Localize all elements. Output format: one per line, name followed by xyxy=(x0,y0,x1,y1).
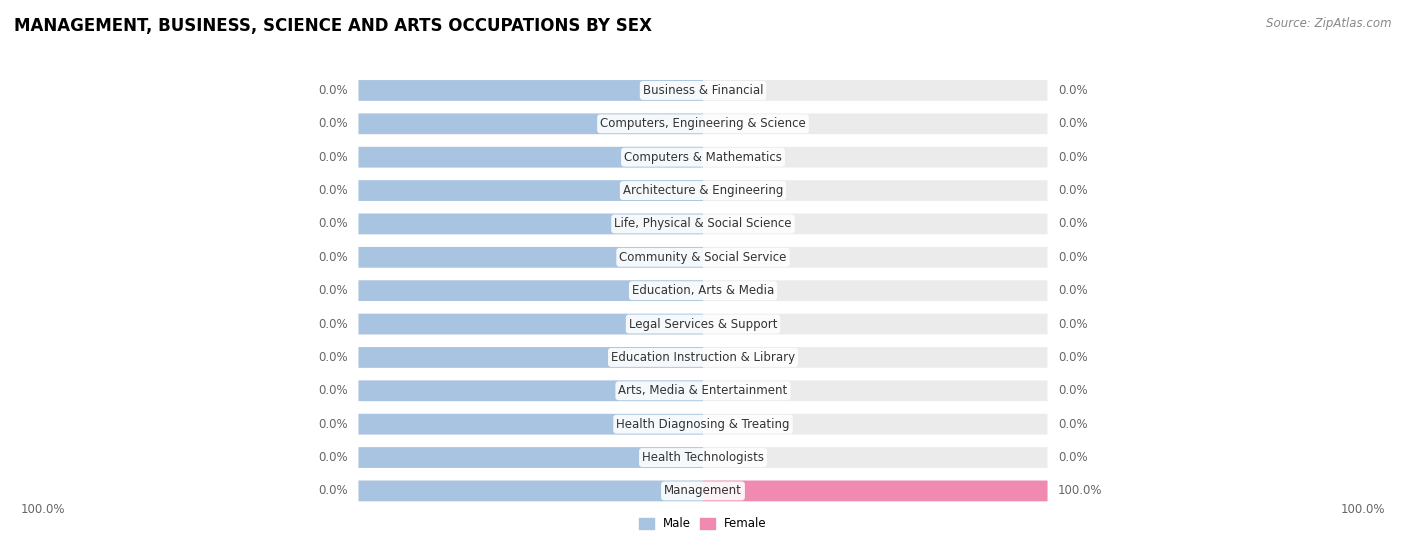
FancyBboxPatch shape xyxy=(359,214,1047,234)
FancyBboxPatch shape xyxy=(359,381,1047,401)
Text: 0.0%: 0.0% xyxy=(1057,418,1087,430)
Text: 0.0%: 0.0% xyxy=(319,384,349,397)
Text: 0.0%: 0.0% xyxy=(319,418,349,430)
FancyBboxPatch shape xyxy=(359,80,1047,101)
FancyBboxPatch shape xyxy=(359,280,703,301)
Text: Management: Management xyxy=(664,485,742,498)
Legend: Male, Female: Male, Female xyxy=(634,513,772,535)
Text: 0.0%: 0.0% xyxy=(1057,384,1087,397)
Text: Computers & Mathematics: Computers & Mathematics xyxy=(624,151,782,164)
Text: 0.0%: 0.0% xyxy=(319,217,349,230)
FancyBboxPatch shape xyxy=(359,347,1047,368)
Text: 0.0%: 0.0% xyxy=(1057,318,1087,330)
FancyBboxPatch shape xyxy=(359,147,703,168)
FancyBboxPatch shape xyxy=(359,180,703,201)
Text: 0.0%: 0.0% xyxy=(319,84,349,97)
FancyBboxPatch shape xyxy=(359,447,1047,468)
FancyBboxPatch shape xyxy=(359,214,703,234)
Text: Health Technologists: Health Technologists xyxy=(643,451,763,464)
Text: Business & Financial: Business & Financial xyxy=(643,84,763,97)
FancyBboxPatch shape xyxy=(359,147,1047,168)
FancyBboxPatch shape xyxy=(359,447,703,468)
FancyBboxPatch shape xyxy=(359,113,703,134)
Text: 0.0%: 0.0% xyxy=(1057,451,1087,464)
Text: 0.0%: 0.0% xyxy=(1057,351,1087,364)
FancyBboxPatch shape xyxy=(359,180,1047,201)
Text: 0.0%: 0.0% xyxy=(319,318,349,330)
FancyBboxPatch shape xyxy=(359,247,1047,268)
Text: Community & Social Service: Community & Social Service xyxy=(619,251,787,264)
Text: 0.0%: 0.0% xyxy=(319,251,349,264)
FancyBboxPatch shape xyxy=(359,80,703,101)
FancyBboxPatch shape xyxy=(359,414,1047,434)
FancyBboxPatch shape xyxy=(359,347,703,368)
Text: 0.0%: 0.0% xyxy=(1057,184,1087,197)
FancyBboxPatch shape xyxy=(703,481,1047,501)
Text: 0.0%: 0.0% xyxy=(319,351,349,364)
FancyBboxPatch shape xyxy=(359,113,1047,134)
FancyBboxPatch shape xyxy=(359,481,703,501)
Text: 0.0%: 0.0% xyxy=(319,184,349,197)
Text: Computers, Engineering & Science: Computers, Engineering & Science xyxy=(600,117,806,130)
Text: 0.0%: 0.0% xyxy=(319,117,349,130)
FancyBboxPatch shape xyxy=(359,381,703,401)
Text: 0.0%: 0.0% xyxy=(319,451,349,464)
Text: 0.0%: 0.0% xyxy=(1057,284,1087,297)
Text: 100.0%: 100.0% xyxy=(1057,485,1102,498)
FancyBboxPatch shape xyxy=(359,247,703,268)
Text: 0.0%: 0.0% xyxy=(1057,151,1087,164)
FancyBboxPatch shape xyxy=(359,414,703,434)
Text: Source: ZipAtlas.com: Source: ZipAtlas.com xyxy=(1267,17,1392,30)
Text: Education, Arts & Media: Education, Arts & Media xyxy=(631,284,775,297)
Text: Legal Services & Support: Legal Services & Support xyxy=(628,318,778,330)
Text: 0.0%: 0.0% xyxy=(319,485,349,498)
Text: Education Instruction & Library: Education Instruction & Library xyxy=(612,351,794,364)
Text: Life, Physical & Social Science: Life, Physical & Social Science xyxy=(614,217,792,230)
FancyBboxPatch shape xyxy=(359,280,1047,301)
Text: Health Diagnosing & Treating: Health Diagnosing & Treating xyxy=(616,418,790,430)
Text: Architecture & Engineering: Architecture & Engineering xyxy=(623,184,783,197)
Text: 0.0%: 0.0% xyxy=(319,284,349,297)
Text: 0.0%: 0.0% xyxy=(1057,84,1087,97)
FancyBboxPatch shape xyxy=(359,314,703,334)
Text: 0.0%: 0.0% xyxy=(319,151,349,164)
FancyBboxPatch shape xyxy=(359,481,1047,501)
Text: 100.0%: 100.0% xyxy=(21,503,66,516)
Text: 0.0%: 0.0% xyxy=(1057,251,1087,264)
Text: Arts, Media & Entertainment: Arts, Media & Entertainment xyxy=(619,384,787,397)
Text: 0.0%: 0.0% xyxy=(1057,117,1087,130)
Text: 0.0%: 0.0% xyxy=(1057,217,1087,230)
Text: MANAGEMENT, BUSINESS, SCIENCE AND ARTS OCCUPATIONS BY SEX: MANAGEMENT, BUSINESS, SCIENCE AND ARTS O… xyxy=(14,17,652,35)
FancyBboxPatch shape xyxy=(359,314,1047,334)
Text: 100.0%: 100.0% xyxy=(1340,503,1385,516)
